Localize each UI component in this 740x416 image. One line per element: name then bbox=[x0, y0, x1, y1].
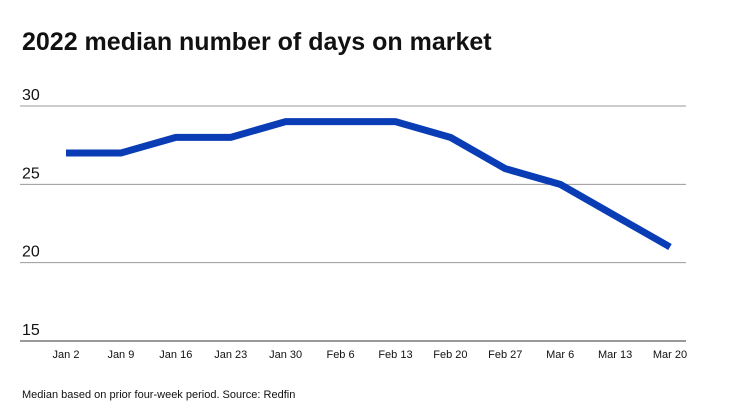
x-tick-label: Jan 16 bbox=[159, 349, 192, 361]
y-tick-label: 25 bbox=[22, 165, 40, 182]
x-tick-label: Jan 23 bbox=[214, 349, 247, 361]
y-tick-label: 30 bbox=[22, 87, 40, 104]
x-tick-label: Feb 27 bbox=[488, 349, 522, 361]
data-line bbox=[66, 118, 672, 251]
chart-title: 2022 median number of days on market bbox=[22, 28, 492, 56]
x-tick-label: Feb 20 bbox=[433, 349, 467, 361]
x-tick-label: Feb 6 bbox=[326, 349, 354, 361]
x-tick-label: Jan 2 bbox=[53, 349, 80, 361]
x-tick-label: Feb 13 bbox=[378, 349, 412, 361]
x-tick-label: Mar 13 bbox=[598, 349, 632, 361]
x-tick-label: Jan 9 bbox=[107, 349, 134, 361]
footnote: Median based on prior four-week period. … bbox=[22, 389, 295, 401]
x-tick-label: Mar 6 bbox=[546, 349, 574, 361]
x-tick-label: Mar 20 bbox=[653, 349, 687, 361]
y-tick-label: 15 bbox=[22, 322, 40, 339]
y-tick-label: 20 bbox=[22, 244, 40, 261]
x-tick-label: Jan 30 bbox=[269, 349, 302, 361]
